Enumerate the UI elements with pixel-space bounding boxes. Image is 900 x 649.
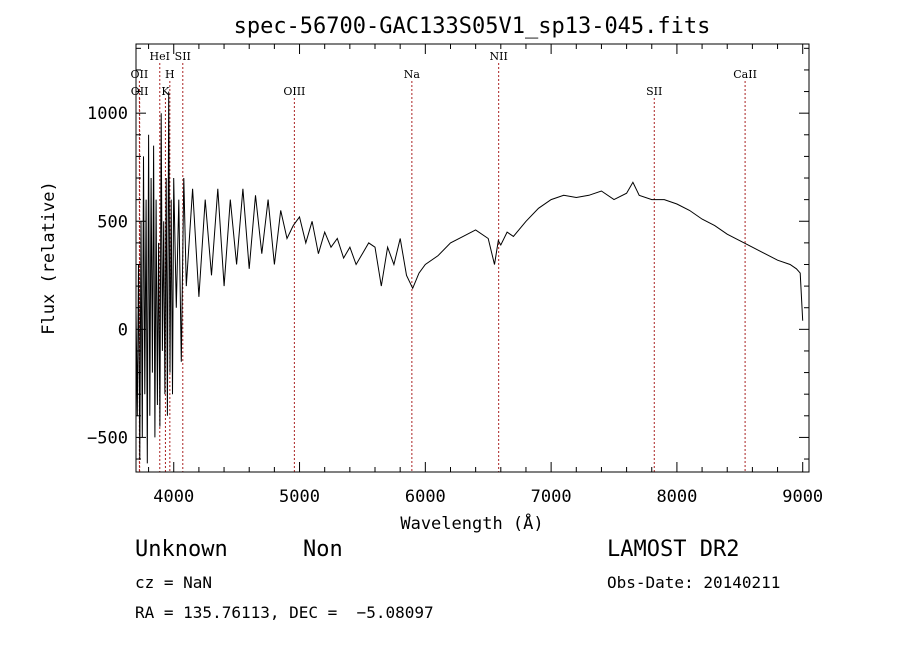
- line-marker-label-3: H: [165, 68, 175, 81]
- line-marker-label-5: SII: [175, 50, 191, 63]
- x-tick-label: 9000: [782, 487, 823, 507]
- y-axis-label: Flux (relative): [39, 181, 59, 335]
- x-tick-label: 6000: [405, 487, 446, 507]
- x-tick-label: 7000: [531, 487, 572, 507]
- line-marker-label-2: HeI: [150, 50, 170, 63]
- object-class: Unknown: [135, 537, 228, 562]
- redshift-text: cz = NaN: [135, 573, 213, 592]
- x-tick-label: 8000: [656, 487, 697, 507]
- spectrum-chart: spec-56700-GAC133S05V1_sp13-045.fits OII…: [39, 14, 823, 534]
- object-subclass: Non: [303, 537, 343, 562]
- series-line-0: [135, 91, 804, 464]
- line-marker-label-4: K: [161, 85, 170, 98]
- y-tick-label: −500: [87, 428, 128, 448]
- coordinates-text: RA = 135.76113, DEC = −5.08097: [135, 603, 434, 622]
- x-tick-label: 4000: [153, 487, 194, 507]
- flux-series: [135, 91, 804, 464]
- y-tick-label: 1000: [87, 104, 128, 124]
- line-marker-label-8: NII: [490, 50, 508, 63]
- survey-name: LAMOST DR2: [607, 537, 740, 562]
- y-axis-ticks: −500 0 500 1000: [87, 47, 809, 460]
- chart-title: spec-56700-GAC133S05V1_sp13-045.fits: [234, 14, 711, 39]
- line-marker-label-7: Na: [404, 68, 421, 81]
- x-axis-label: Wavelength (Å): [400, 512, 543, 534]
- y-tick-label: 500: [97, 212, 128, 232]
- line-marker-label-9: SII: [646, 85, 662, 98]
- x-tick-label: 5000: [279, 487, 320, 507]
- observation-date: Obs-Date: 20140211: [607, 573, 781, 592]
- x-axis-ticks: 4000 5000 6000 7000 8000 9000: [148, 44, 823, 507]
- plot-frame: [135, 43, 810, 473]
- line-marker-label-0: OII: [131, 68, 149, 81]
- line-marker-label-10: CaII: [733, 68, 757, 81]
- line-marker-label-6: OIII: [283, 85, 305, 98]
- y-tick-label: 0: [118, 320, 128, 340]
